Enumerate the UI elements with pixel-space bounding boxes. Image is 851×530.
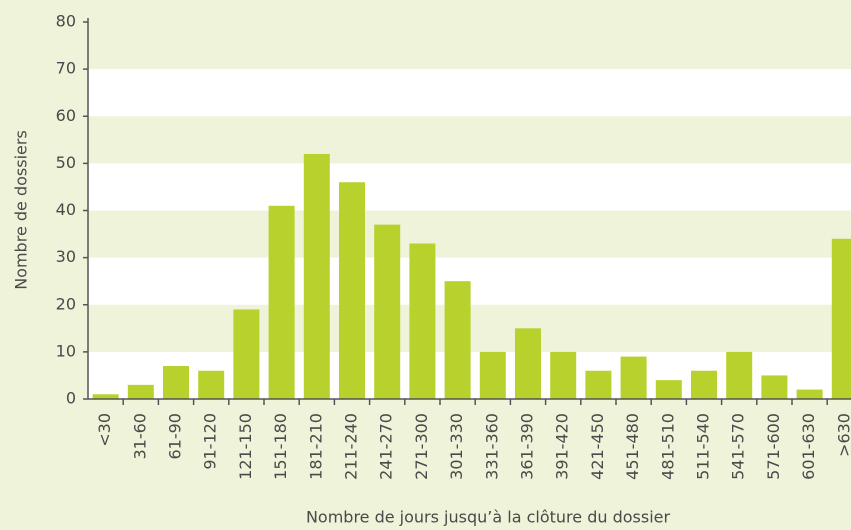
x-tick-label: 601-630 [799,413,818,480]
x-tick-label: 181-210 [306,413,325,480]
x-tick-label: 451-480 [623,413,642,480]
x-tick-label: 151-180 [271,413,290,480]
bar [374,224,401,399]
bar [726,351,753,399]
grid-band [88,163,851,211]
bar [303,153,330,399]
x-tick-label: 511-540 [694,413,713,480]
x-tick-label: 361-390 [518,413,537,480]
y-tick-label: 30 [56,247,76,266]
y-tick-label: 20 [56,294,76,313]
bar [831,238,851,399]
bar [163,366,189,399]
y-tick-label: 10 [56,341,76,360]
y-axis-label: Nombre de dossiers [12,130,31,290]
x-tick-label: 91-120 [201,413,220,470]
x-tick-label: 331-360 [482,413,501,480]
bar [409,243,436,399]
bar [233,309,260,399]
x-tick-label: 541-570 [729,413,748,480]
bar [339,182,365,399]
y-tick-label: 70 [56,59,76,78]
bar [796,389,823,399]
grid-band [88,69,851,117]
bar [691,370,717,399]
y-tick-label: 50 [56,153,76,172]
y-tick-label: 60 [56,106,76,125]
bar [198,370,225,399]
x-tick-label: 61-90 [166,413,185,460]
x-tick-label: 271-300 [412,413,431,480]
x-tick-label: 481-510 [658,413,677,480]
bar [444,281,471,399]
y-tick-label: 40 [56,200,76,219]
x-tick-label: 31-60 [130,413,149,460]
bar [127,384,154,399]
bar [515,328,541,399]
y-tick-label: 80 [56,12,76,31]
bar [550,351,577,399]
bar [761,375,788,399]
x-axis-label: Nombre de jours jusqu’à la clôture du do… [306,508,671,527]
x-tick-label: 121-150 [236,413,255,480]
bar [585,370,612,399]
x-tick-label: >630 [834,413,851,457]
x-tick-label: 241-270 [377,413,396,480]
x-tick-label: 571-600 [764,413,783,480]
y-tick-label: 0 [66,389,76,408]
bar [620,356,647,399]
x-tick-label: 211-240 [342,413,361,480]
x-tick-label: 391-420 [553,413,572,480]
x-tick-label: 421-450 [588,413,607,480]
bar [92,394,119,399]
x-tick-label: 301-330 [447,413,466,480]
bar [268,205,295,399]
x-tick-label: <30 [95,413,114,447]
bar [479,351,506,399]
bar [655,380,682,399]
